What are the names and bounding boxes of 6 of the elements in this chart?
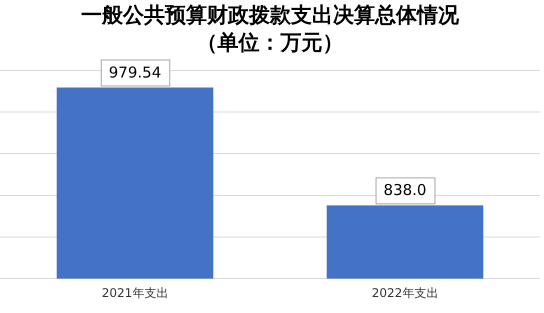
chart-subtitle: （单位：万元） <box>196 30 344 54</box>
chart-title: 一般公共预算财政拨款支出决算总体情况 <box>81 3 460 28</box>
data-label: 838.0 <box>384 181 426 200</box>
x-tick-label: 2022年支出 <box>372 286 438 300</box>
data-label: 979.54 <box>108 63 162 82</box>
x-tick-label: 2021年支出 <box>102 286 168 300</box>
